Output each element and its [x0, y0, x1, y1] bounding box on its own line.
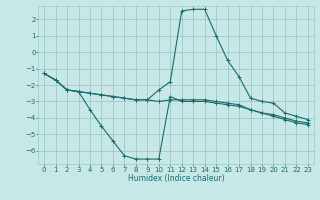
X-axis label: Humidex (Indice chaleur): Humidex (Indice chaleur) — [128, 174, 224, 183]
